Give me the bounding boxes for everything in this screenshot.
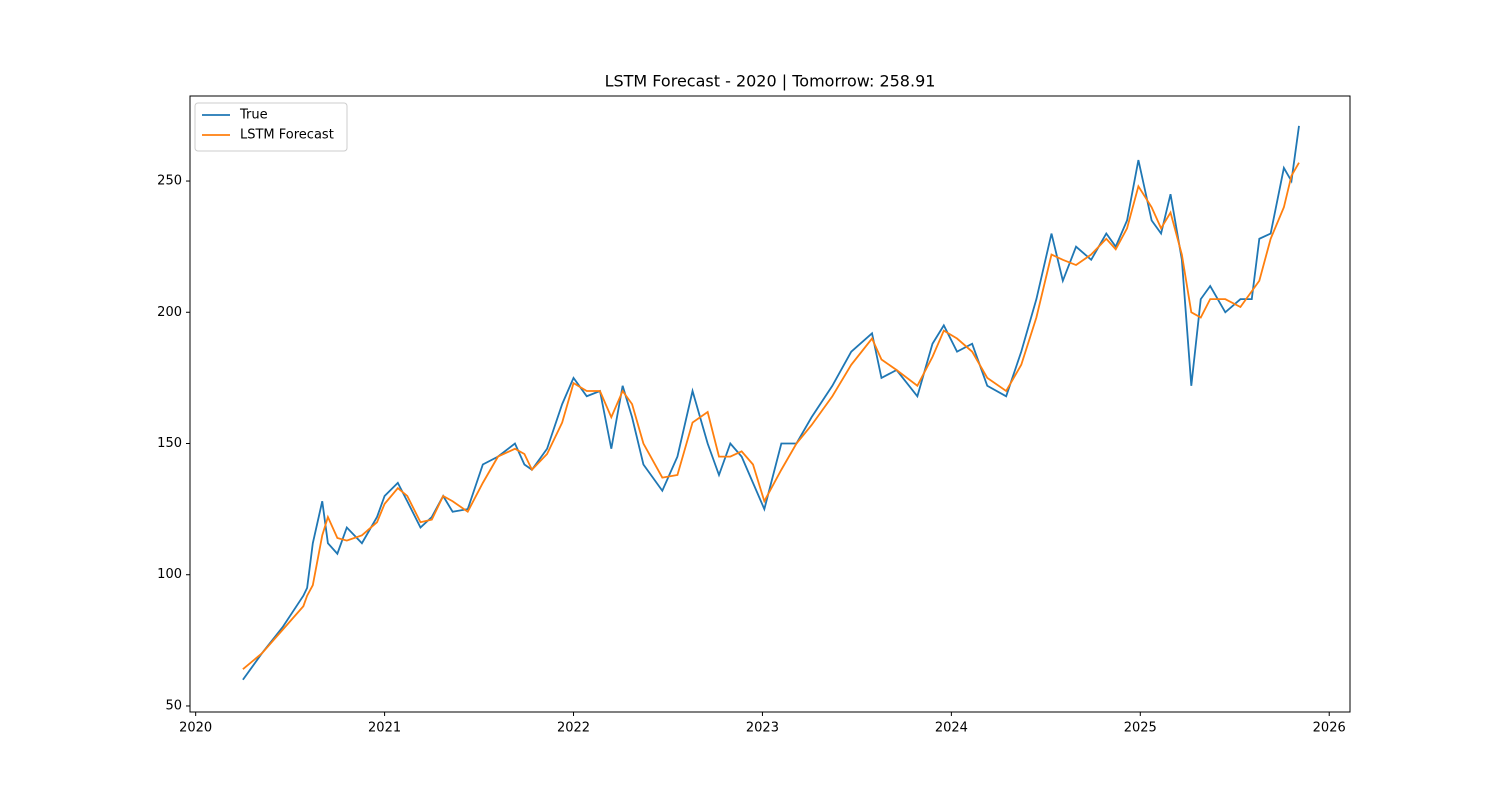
data-line	[242, 125, 1300, 681]
y-tick-label: 50	[165, 698, 182, 713]
x-tick-label: 2021	[368, 721, 401, 736]
x-tick-label: 2022	[557, 721, 590, 736]
y-tick-label: 200	[157, 305, 182, 320]
x-tick-label: 2020	[179, 721, 212, 736]
x-tick-label: 2025	[1124, 721, 1157, 736]
chart-title: LSTM Forecast - 2020 | Tomorrow: 258.91	[605, 72, 936, 91]
legend-box	[194, 102, 348, 152]
y-tick-label: 100	[157, 567, 182, 582]
legend-label: LSTM Forecast	[240, 128, 334, 143]
legend-label: True	[239, 108, 268, 123]
x-tick-label: 2024	[935, 721, 968, 736]
plot-frame	[189, 95, 1351, 713]
y-tick-label: 250	[157, 174, 182, 189]
x-tick-label: 2026	[1313, 721, 1346, 736]
legend: True LSTM Forecast	[194, 102, 348, 152]
x-tick-label: 2023	[746, 721, 779, 736]
data-line	[242, 162, 1300, 670]
y-tick-label: 150	[157, 436, 182, 451]
